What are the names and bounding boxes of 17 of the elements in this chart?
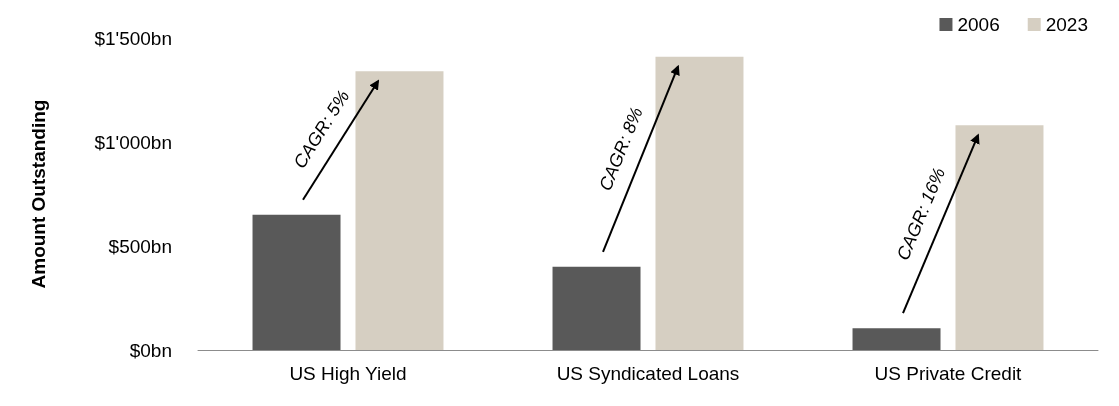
- y-tick-label: $1'500bn: [94, 27, 172, 49]
- y-tick-label: $0bn: [129, 339, 172, 361]
- y-axis-title: Amount Outstanding: [28, 99, 49, 289]
- x-tick-label: US High Yield: [289, 363, 407, 384]
- bar: [655, 56, 744, 350]
- bar: [955, 125, 1044, 350]
- bar: [355, 71, 444, 350]
- annotation: CAGR: 8%: [595, 104, 647, 194]
- bar: [252, 214, 341, 350]
- y-tick-label: $500bn: [108, 235, 172, 257]
- x-tick-label: US Private Credit: [874, 363, 1023, 384]
- legend-label: 2023: [1045, 14, 1089, 35]
- bar: [552, 266, 641, 350]
- bar: [852, 328, 941, 350]
- x-tick-label: US Syndicated Loans: [556, 363, 740, 384]
- legend-label: 2006: [957, 14, 1000, 35]
- y-tick-label: $1'000bn: [94, 131, 172, 153]
